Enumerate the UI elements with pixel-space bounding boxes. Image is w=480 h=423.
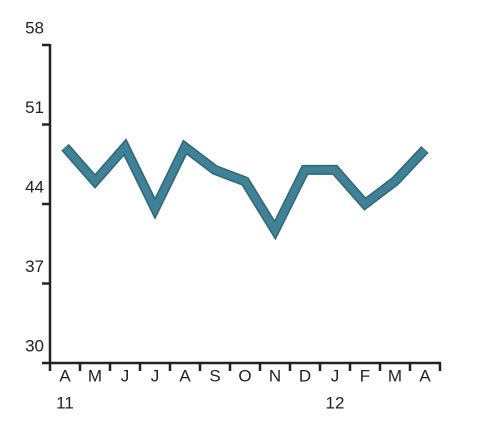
y-tick-label: 44: [25, 177, 44, 196]
y-tick-label: 51: [25, 98, 44, 117]
y-tick-label: 30: [25, 336, 44, 355]
x-tick-label: J: [331, 366, 340, 385]
x-tick-label: O: [238, 366, 251, 385]
line-outline: [61, 138, 429, 241]
x-tick-label: M: [388, 366, 402, 385]
x-tick-label: S: [209, 366, 220, 385]
x-tick-label: D: [299, 366, 311, 385]
y-tick-label: 37: [25, 257, 44, 276]
x-tick-label: F: [360, 366, 370, 385]
x-tick-label: N: [269, 366, 281, 385]
x-tick-label: M: [88, 366, 102, 385]
x-tick-label: A: [59, 366, 71, 385]
x-tick-label: A: [419, 366, 431, 385]
x-year-label: 12: [326, 393, 345, 412]
x-tick-label: J: [121, 366, 130, 385]
x-tick-label: J: [151, 366, 160, 385]
y-tick-label: 58: [25, 18, 44, 37]
line: [62, 140, 428, 238]
x-year-label: 11: [56, 393, 74, 412]
x-tick-label: A: [179, 366, 191, 385]
